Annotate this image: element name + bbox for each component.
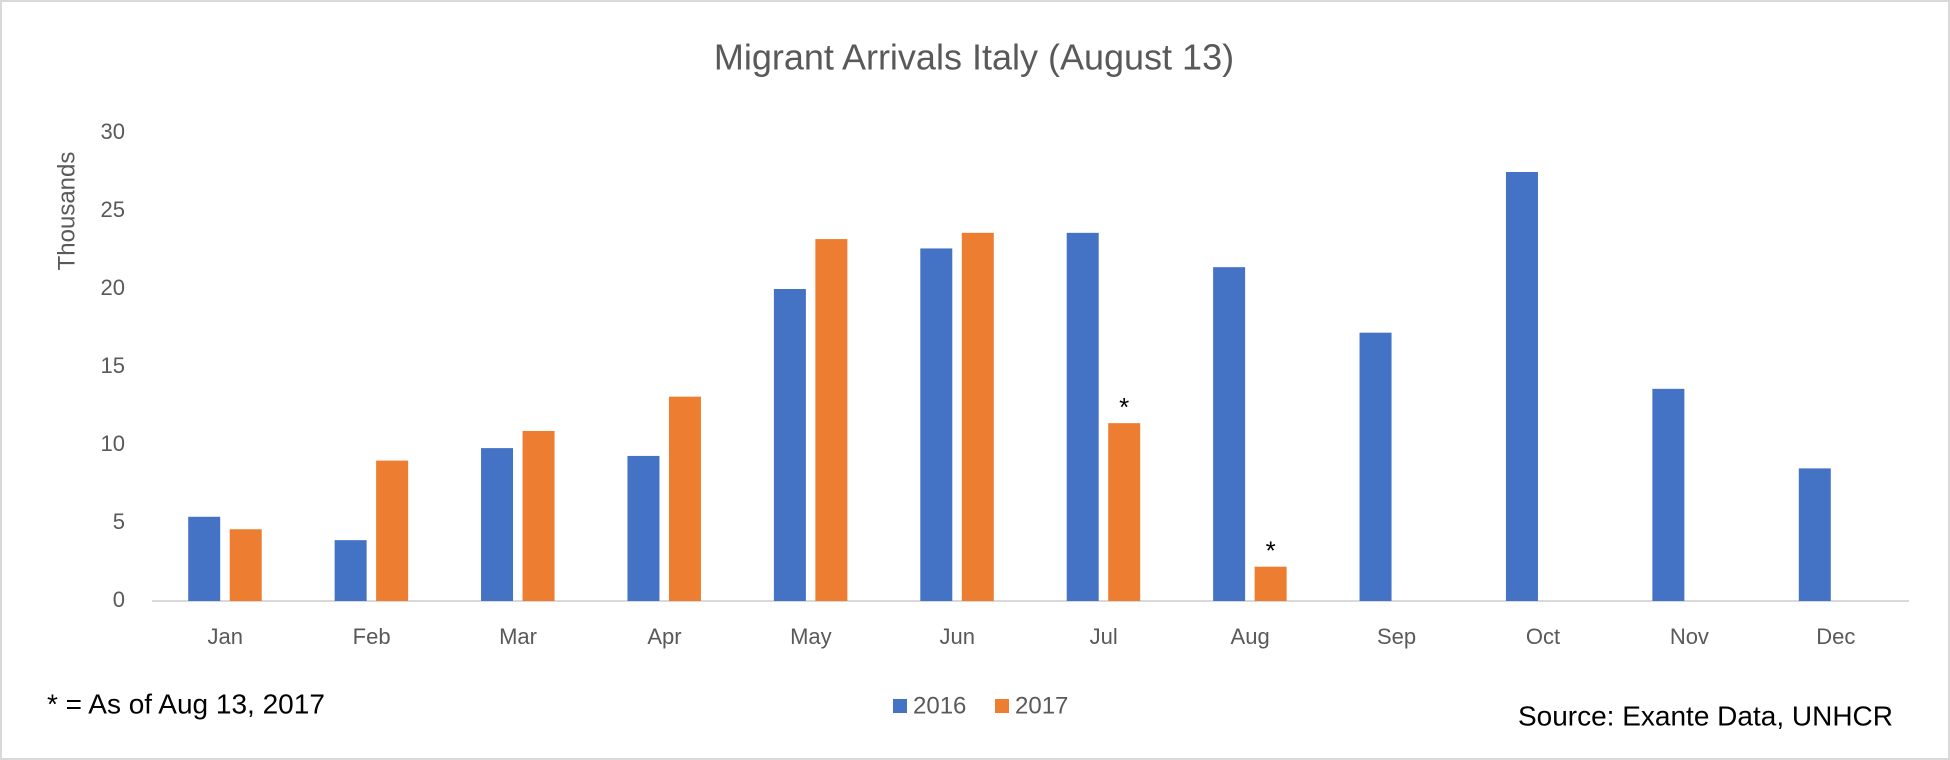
bar bbox=[334, 540, 367, 601]
bar bbox=[481, 448, 514, 601]
bar bbox=[961, 232, 994, 601]
bar bbox=[1254, 566, 1287, 601]
y-tick-label: 15 bbox=[101, 353, 125, 378]
x-tick-label: Sep bbox=[1377, 624, 1416, 649]
x-tick-label: Oct bbox=[1526, 624, 1560, 649]
legend-label: 2017 bbox=[1015, 692, 1068, 719]
x-tick-label: Jul bbox=[1090, 624, 1118, 649]
annotation: * bbox=[1266, 536, 1276, 566]
bar bbox=[188, 516, 221, 601]
legend-swatch bbox=[995, 699, 1009, 713]
y-tick-label: 30 bbox=[101, 119, 125, 144]
bar bbox=[773, 289, 806, 601]
bar bbox=[920, 248, 953, 601]
x-tick-label: Jun bbox=[940, 624, 975, 649]
legend-swatch bbox=[893, 699, 907, 713]
bar bbox=[1798, 468, 1831, 601]
bar bbox=[1066, 232, 1099, 601]
x-tick-label: May bbox=[790, 624, 832, 649]
x-tick-label: Mar bbox=[499, 624, 537, 649]
bar bbox=[1108, 423, 1141, 601]
legend-label: 2016 bbox=[913, 692, 966, 719]
x-tick-label: Aug bbox=[1231, 624, 1270, 649]
bar bbox=[229, 529, 262, 601]
x-tick-label: Apr bbox=[647, 624, 681, 649]
bar bbox=[627, 455, 660, 601]
x-tick-label: Dec bbox=[1816, 624, 1855, 649]
x-tick-label: Jan bbox=[207, 624, 242, 649]
footnote: * = As of Aug 13, 2017 bbox=[47, 688, 325, 719]
chart-title: Migrant Arrivals Italy (August 13) bbox=[714, 37, 1234, 78]
source: Source: Exante Data, UNHCR bbox=[1518, 700, 1893, 731]
bar bbox=[1652, 388, 1685, 601]
bar bbox=[1359, 332, 1392, 601]
y-tick-label: 20 bbox=[101, 275, 125, 300]
bar bbox=[668, 396, 701, 601]
x-tick-label: Feb bbox=[353, 624, 391, 649]
bar bbox=[1505, 172, 1538, 601]
y-tick-label: 0 bbox=[113, 587, 125, 612]
y-tick-label: 5 bbox=[113, 509, 125, 534]
y-tick-label: 10 bbox=[101, 431, 125, 456]
bar bbox=[376, 460, 409, 601]
bar bbox=[522, 430, 555, 601]
y-tick-label: 25 bbox=[101, 197, 125, 222]
annotation: * bbox=[1119, 392, 1129, 422]
bar bbox=[1213, 267, 1246, 601]
y-axis-label: Thousands bbox=[53, 152, 80, 271]
x-tick-label: Nov bbox=[1670, 624, 1709, 649]
bar bbox=[815, 239, 848, 601]
